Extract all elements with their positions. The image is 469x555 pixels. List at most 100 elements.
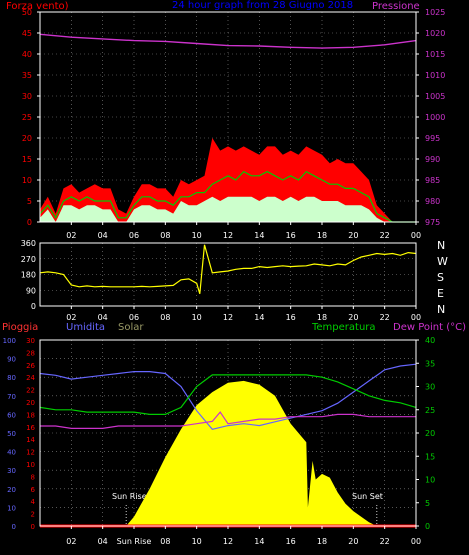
direction-panel-xtick-label: 18 xyxy=(317,313,327,322)
rain-ytick-label: 20 xyxy=(26,399,35,407)
rain-ytick-label: 2 xyxy=(31,511,35,519)
wind-ytick-label: 50 xyxy=(22,8,32,17)
direction-panel-xtick-label: 04 xyxy=(98,313,108,322)
temperature-ytick-label: 0 xyxy=(425,522,430,531)
sunset-label: Sun Set xyxy=(352,492,383,501)
wind-ytick-label: 25 xyxy=(22,113,32,122)
direction-panel-xtick-label: 20 xyxy=(348,313,358,322)
bottom-panel-xtick-label: 02 xyxy=(66,537,76,546)
rain-ytick-label: 0 xyxy=(31,523,35,531)
wind-ytick-label: 35 xyxy=(22,71,32,80)
temperature-ytick-label: 10 xyxy=(425,476,435,485)
humidity-ytick-label: 90 xyxy=(7,356,16,364)
pressure-ytick-label: 1025 xyxy=(425,8,445,17)
rain-ytick-label: 16 xyxy=(26,424,35,432)
rain-label: Pioggia xyxy=(2,322,38,333)
temperature-ytick-label: 35 xyxy=(425,359,435,368)
pressure-ytick-label: 1020 xyxy=(425,29,445,38)
direction-ytick-label: 0 xyxy=(31,302,36,311)
solar-label: Solar xyxy=(118,322,144,333)
bottom-panel-frame xyxy=(39,339,417,527)
pressure-ytick-label: 1010 xyxy=(425,71,445,80)
bottom-panel-xtick-label: 22 xyxy=(380,537,390,546)
bottom-panel-xtick-label: 16 xyxy=(286,537,296,546)
pressure-ytick-label: 975 xyxy=(425,218,440,227)
direction-panel-xtick-label: 16 xyxy=(286,313,296,322)
wind-label: Forza vento) xyxy=(6,1,69,12)
pressure-ytick-label: 1015 xyxy=(425,50,445,59)
direction-panel-xtick-label: 02 xyxy=(66,313,76,322)
humidity-ytick-label: 0 xyxy=(12,523,16,531)
wind-panel-xtick-label: 04 xyxy=(98,231,108,240)
humidity-ytick-label: 50 xyxy=(7,430,16,438)
humidity-ytick-label: 60 xyxy=(7,411,16,419)
humidity-line xyxy=(39,363,417,430)
humidity-ytick-label: 80 xyxy=(7,374,16,382)
rain-ytick-label: 4 xyxy=(31,498,36,506)
compass-n-bottom: N xyxy=(437,303,445,316)
direction-line xyxy=(39,244,417,294)
wind-ytick-label: 5 xyxy=(27,197,32,206)
wind-avg-line xyxy=(39,170,416,223)
wind-ytick-label: 30 xyxy=(22,92,32,101)
direction-ytick-label: 270 xyxy=(21,255,36,264)
humidity-ytick-label: 100 xyxy=(3,337,16,345)
dew-point-line xyxy=(40,411,416,429)
pressure-ytick-label: 980 xyxy=(425,197,440,206)
rain-ytick-label: 22 xyxy=(26,387,35,395)
wind-panel-xtick-label: 22 xyxy=(380,231,390,240)
sunrise-label: Sun Rise xyxy=(112,492,147,501)
wind-panel-xtick-label: 18 xyxy=(317,231,327,240)
bottom-panel-xtick-label: 04 xyxy=(98,537,108,546)
pressure-line xyxy=(39,33,417,49)
rain-ytick-label: 30 xyxy=(26,337,35,345)
wind-panel-xtick-label: 12 xyxy=(223,231,233,240)
temperature-line xyxy=(39,374,417,415)
bottom-panel-xtick-label: 12 xyxy=(223,537,233,546)
pressure-ytick-label: 995 xyxy=(425,134,440,143)
wind-panel-xtick-label: 16 xyxy=(286,231,296,240)
humidity-ytick-label: 20 xyxy=(7,486,16,494)
temperature-label: Temperatura xyxy=(311,322,376,333)
direction-panel-xtick-label: 12 xyxy=(223,313,233,322)
temperature-ytick-label: 15 xyxy=(425,452,435,461)
wind-ytick-label: 40 xyxy=(22,50,32,59)
temperature-ytick-label: 30 xyxy=(425,383,435,392)
pressure-ytick-label: 1000 xyxy=(425,113,445,122)
direction-panel-frame xyxy=(39,242,417,307)
rain-ytick-label: 26 xyxy=(26,362,35,370)
bottom-panel-xtick-label: 14 xyxy=(254,537,264,546)
bottom-panel-xtick-label: 10 xyxy=(192,537,202,546)
compass-e: E xyxy=(437,287,444,300)
temperature-ytick-label: 5 xyxy=(425,499,430,508)
pressure-ytick-label: 985 xyxy=(425,176,440,185)
bottom-panel-xtick-label: 20 xyxy=(348,537,358,546)
bottom-panel-xtick-label: 08 xyxy=(160,537,170,546)
rain-ytick-label: 10 xyxy=(26,461,35,469)
pressure-ytick-label: 990 xyxy=(425,155,440,164)
pressure-ytick-label: 1005 xyxy=(425,92,445,101)
rain-ytick-label: 18 xyxy=(26,411,35,419)
solar-area xyxy=(126,380,377,526)
wind-ytick-label: 20 xyxy=(22,134,32,143)
direction-panel-xtick-label: 08 xyxy=(160,313,170,322)
humidity-ytick-label: 40 xyxy=(7,449,16,457)
direction-panel-xtick-label: 10 xyxy=(192,313,202,322)
pressure-label: Pressione xyxy=(372,1,420,12)
rain-ytick-label: 24 xyxy=(26,374,35,382)
wind-panel-xtick-label: 02 xyxy=(66,231,76,240)
wind-panel-xtick-label: 14 xyxy=(254,231,264,240)
direction-ytick-label: 90 xyxy=(26,286,36,295)
wind-panel-xtick-label: 06 xyxy=(129,231,139,240)
direction-ytick-label: 360 xyxy=(21,239,36,248)
wind-speed-area xyxy=(40,196,416,222)
humidity-label: Umidita xyxy=(66,322,105,333)
wind-ytick-label: 10 xyxy=(22,176,32,185)
temperature-ytick-label: 40 xyxy=(425,336,435,345)
direction-ytick-label: 180 xyxy=(21,271,36,280)
compass-s: S xyxy=(437,271,444,284)
humidity-ytick-label: 10 xyxy=(7,504,16,512)
compass-w: W xyxy=(437,255,448,268)
bottom-panel-xtick-label: Sun Rise xyxy=(117,537,152,546)
